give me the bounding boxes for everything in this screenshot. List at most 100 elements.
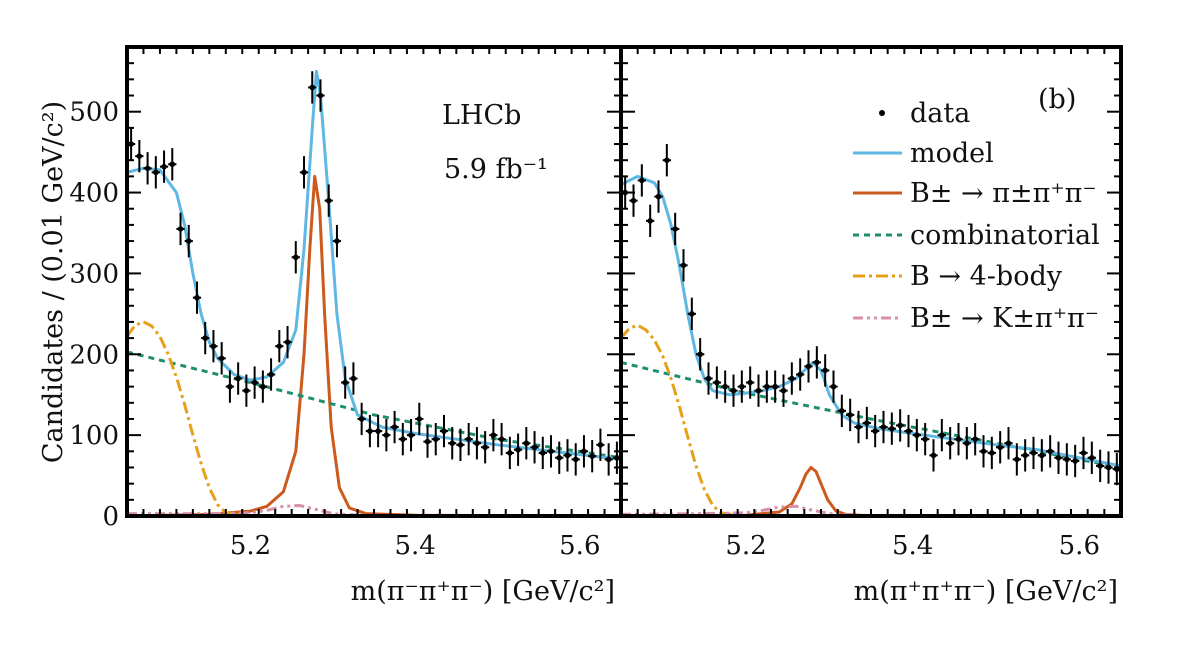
right-data-point [787,362,796,395]
left-data-point [596,428,605,462]
left-data-point [192,281,202,314]
right-data-points [621,144,1121,486]
right-data-point [1029,436,1038,470]
right-data-point [846,398,855,432]
right-data-point [887,412,896,445]
y-tick-label: 400 [69,179,119,209]
y-tick-label: 500 [69,98,119,128]
right-data-point [712,366,721,399]
right-data-point [804,350,813,383]
right-data-point [1087,441,1096,474]
legend-item-kpipi: B± → K±π⁺π⁻ [853,303,1099,334]
left-x-tick-label: 5.6 [559,531,600,561]
left-data-point [143,152,152,185]
right-data-point [721,370,730,403]
left-data-point [151,156,160,189]
right-data-point [729,374,738,407]
left-data-point [258,370,267,403]
left-data-point [439,414,449,448]
right-data-point [629,184,638,217]
legend-label-data: data [910,98,970,129]
left-data-point [431,423,440,456]
left-data-point [464,423,473,456]
left-data-point [522,427,531,460]
panel-right: 5.2 5.4 5.6 (b) m(π⁺π⁺π⁻) [GeV/c²] data mo… [619,45,1123,607]
right-data-point [779,374,788,407]
left-data-point [225,370,235,403]
left-curve-b-k [127,504,621,516]
y-axis-label: Candidates / (0.01 GeV/c²) [38,101,69,463]
right-data-point [1096,449,1105,483]
right-data-point [771,370,780,403]
legend-item-four-body: B → 4-body [853,261,1063,292]
left-curve-model [127,69,621,461]
legend-marker-data [879,110,885,116]
y-tick-label: 200 [69,340,119,370]
y-tick-label: 0 [102,502,119,532]
legend-label-model: model [910,138,994,169]
right-data-point [837,394,846,428]
left-data-point [316,79,325,112]
right-data-point [679,249,688,282]
left-data-point [341,366,350,399]
left-data-point [530,431,539,464]
left-curve-combinatorial [127,350,621,460]
left-data-point [415,402,424,436]
right-data-point [646,204,655,238]
left-data-point [497,423,506,456]
right-data-point [946,427,955,460]
legend-label-four-body: B → 4-body [910,261,1063,292]
left-data-point [184,224,193,258]
legend-label-combinatorial: combinatorial [910,220,1100,251]
left-data-point [159,150,169,183]
left-data-point [135,139,144,173]
right-data-point [962,427,971,460]
left-data-point [324,184,333,217]
legend-item-signal: B± → π±π⁺π⁻ [853,178,1097,209]
right-data-point [746,366,755,399]
right-data-point [904,414,913,448]
left-x-tick-label: 5.2 [230,531,271,561]
right-data-point [912,418,921,452]
right-x-axis-label: m(π⁺π⁺π⁻) [GeV/c²] [854,576,1118,607]
left-data-point [588,439,597,473]
right-data-point [896,409,905,442]
left-data-points [127,71,621,476]
right-data-point [1004,427,1013,460]
right-data-point [954,423,963,456]
right-data-point [996,431,1005,464]
left-data-point [299,156,309,189]
right-data-point [654,180,663,213]
left-data-point [217,342,226,375]
right-curve-b [621,466,1121,516]
right-data-point [1062,443,1071,476]
right-data-point [971,423,980,456]
left-data-point [406,418,416,452]
left-data-point [250,366,259,399]
y-tick-label: 300 [69,259,119,289]
luminosity-label: 5.9 fb⁻¹ [444,154,548,185]
left-data-point [555,441,564,474]
right-data-point [862,406,871,440]
right-data-point [1037,439,1046,472]
right-data-point [821,354,830,387]
left-data-point [234,362,243,395]
panel-b-label: (b) [1038,84,1076,115]
left-data-point [365,414,374,448]
right-data-point [671,212,680,246]
right-data-point [929,439,938,472]
y-tick-label: 100 [69,421,119,451]
left-data-point [291,241,300,274]
right-data-point [921,423,930,456]
left-data-point [456,428,465,462]
right-data-point [762,370,771,403]
lhcb-label: LHCb [442,100,521,131]
right-data-point [987,436,996,470]
left-axis-ticks: 5.2 5.4 5.6 0 100 200 300 400 500 [69,47,622,561]
right-data-point [1021,439,1030,472]
left-data-point [563,439,572,472]
right-data-point [979,435,988,468]
left-fit-components [127,69,621,516]
